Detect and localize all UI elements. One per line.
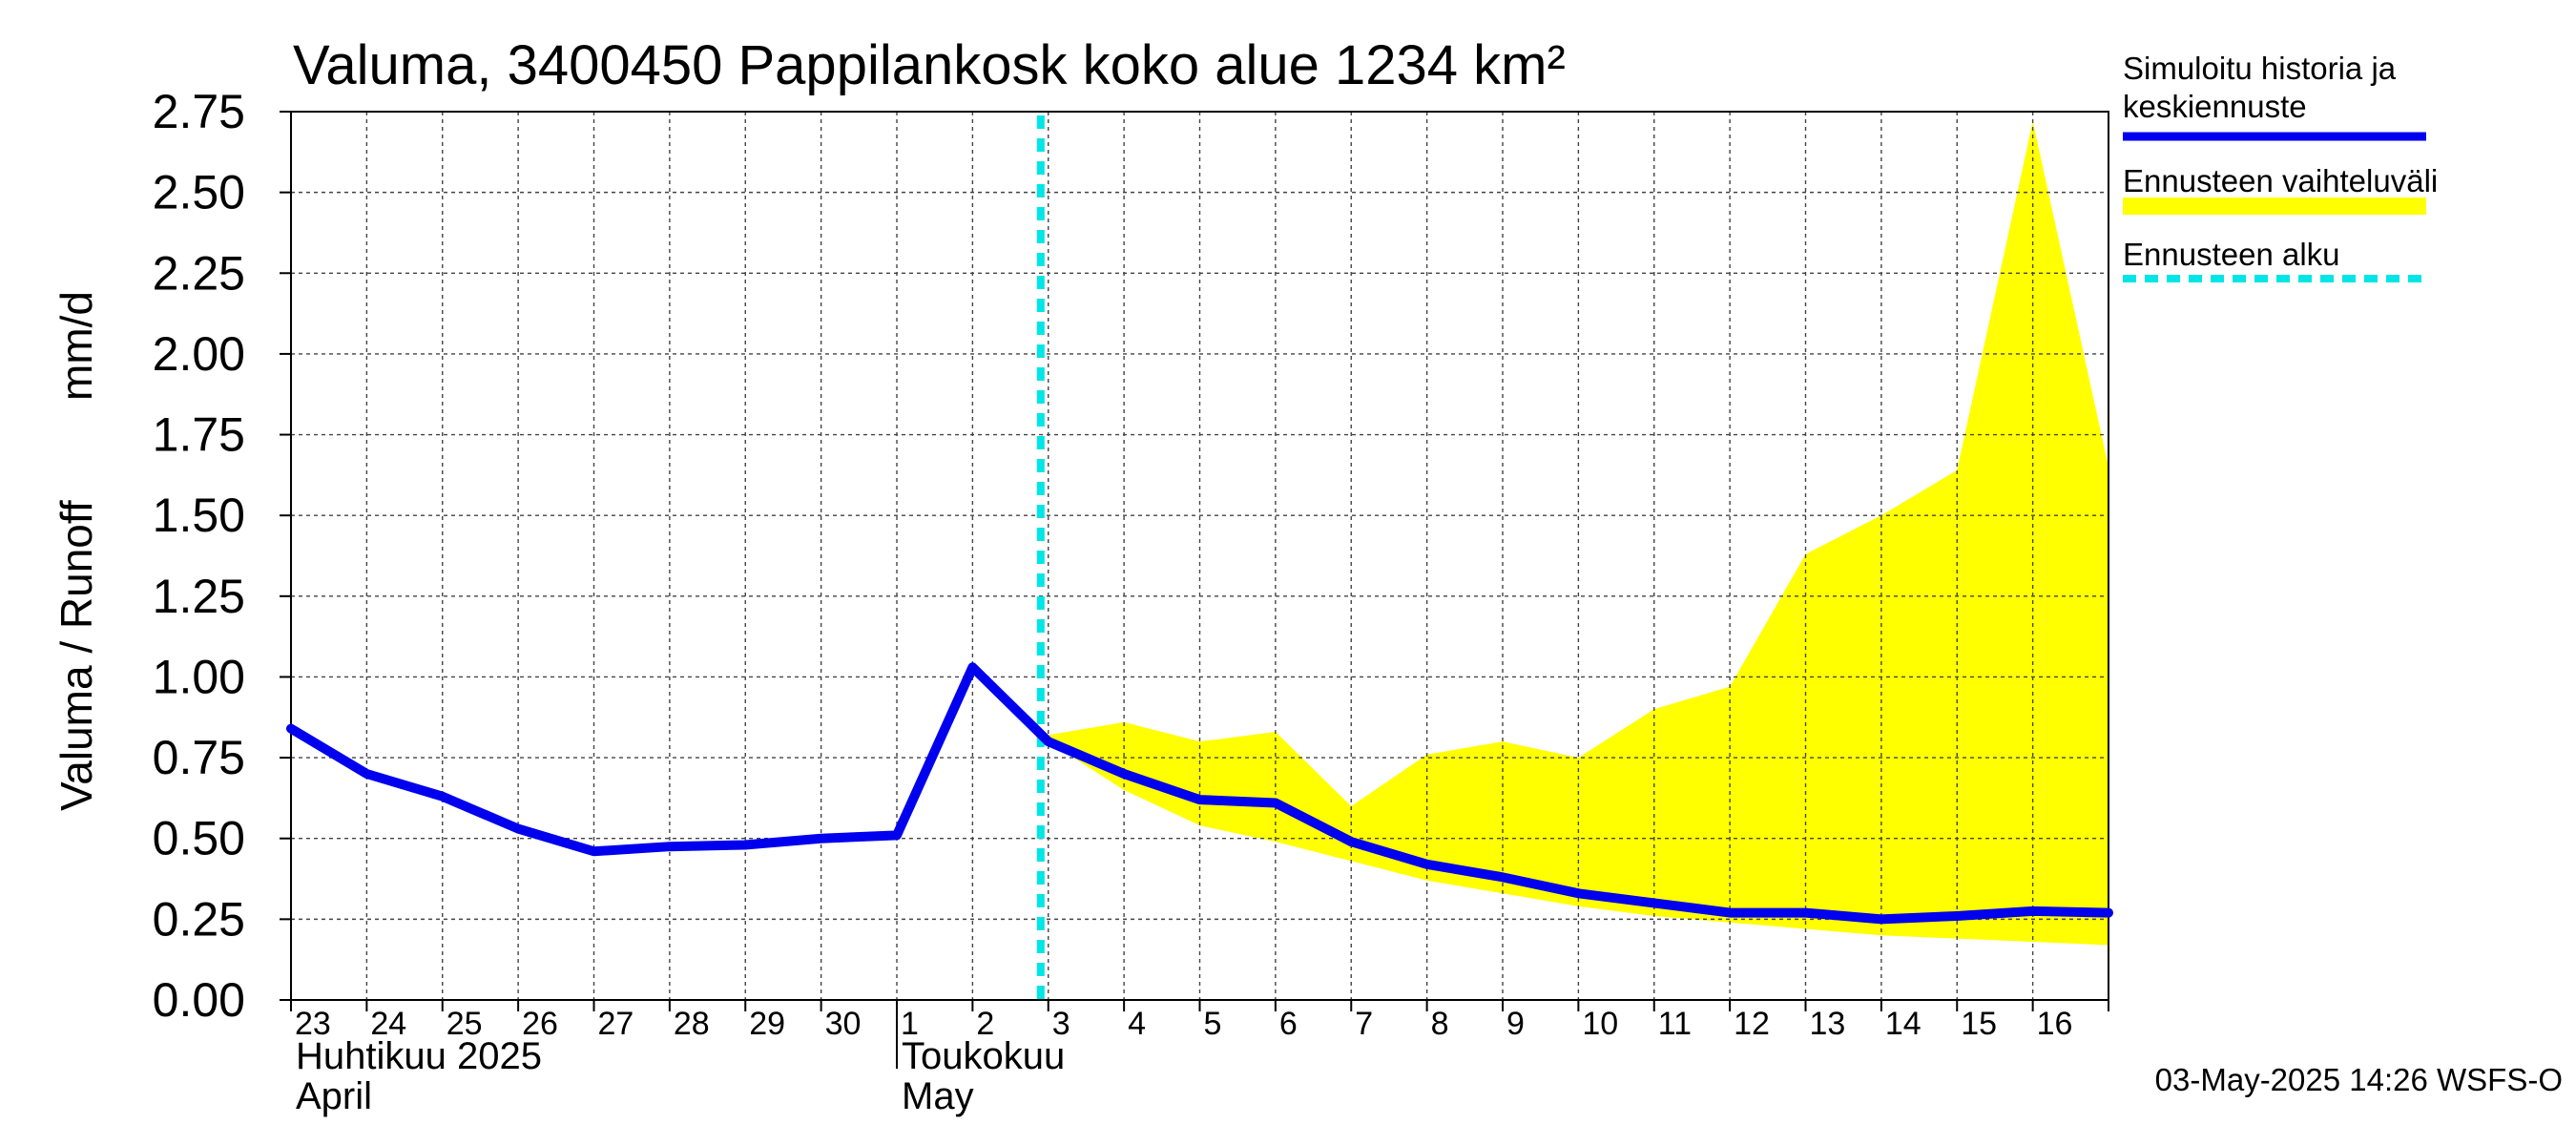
x-tick-label: 30 <box>825 1006 862 1042</box>
y-tick-label: 0.25 <box>153 892 245 946</box>
timestamp: 03-May-2025 14:26 WSFS-O <box>2155 1062 2563 1097</box>
legend-label: Ennusteen vaihteluväli <box>2123 163 2438 198</box>
x-tick-label: 11 <box>1658 1006 1692 1042</box>
x-tick-label: 14 <box>1885 1006 1922 1042</box>
month-label: Huhtikuu 2025 <box>296 1035 542 1077</box>
x-tick-label: 5 <box>1204 1006 1222 1042</box>
month-label-en: May <box>902 1075 974 1117</box>
y-tick-label: 1.75 <box>153 408 245 462</box>
chart-title: Valuma, 3400450 Pappilankosk koko alue 1… <box>293 34 1566 96</box>
x-tick-label: 27 <box>598 1006 634 1042</box>
y-tick-label: 2.75 <box>153 85 245 138</box>
y-tick-label: 0.00 <box>153 973 245 1027</box>
y-axis-unit: mm/d <box>52 291 101 401</box>
legend-label: Ennusteen alku <box>2123 237 2340 272</box>
x-tick-label: 2 <box>976 1006 994 1042</box>
x-tick-label: 24 <box>370 1006 406 1042</box>
runoff-series-line <box>286 662 2113 925</box>
legend-label: Simuloitu historia ja <box>2123 51 2397 86</box>
x-tick-label: 29 <box>749 1006 785 1042</box>
x-tick-label: 28 <box>674 1006 710 1042</box>
y-tick-label: 0.75 <box>153 731 245 784</box>
x-tick-label: 12 <box>1734 1006 1770 1042</box>
x-tick-label: 9 <box>1506 1006 1525 1042</box>
x-tick-label: 4 <box>1128 1006 1146 1042</box>
x-tick-label: 15 <box>1961 1006 1997 1042</box>
y-tick-label: 1.00 <box>153 650 245 703</box>
month-label: Toukokuu <box>902 1035 1065 1077</box>
y-tick-label: 2.00 <box>153 327 245 381</box>
x-tick-label: 6 <box>1279 1006 1298 1042</box>
x-tick-label: 25 <box>447 1006 483 1042</box>
x-tick-label: 8 <box>1431 1006 1449 1042</box>
plot-area: 0.00 0.25 0.50 0.75 1.00 1.25 1.50 1.75 2.00 2.25… <box>153 85 2113 1117</box>
x-tick-label: 13 <box>1810 1006 1846 1042</box>
x-tick-label: 26 <box>522 1006 558 1042</box>
y-tick-label: 1.25 <box>153 570 245 623</box>
x-tick-label: 10 <box>1582 1006 1618 1042</box>
y-axis-label: Valuma / Runoff <box>52 500 101 811</box>
legend-swatch-band <box>2123 198 2426 215</box>
x-tick-label: 23 <box>295 1006 331 1042</box>
y-tick-label: 1.50 <box>153 489 245 542</box>
month-label-en: April <box>296 1075 372 1117</box>
x-tick-label: 3 <box>1052 1006 1070 1042</box>
y-tick-label: 2.50 <box>153 166 245 219</box>
x-tick-label: 1 <box>901 1006 919 1042</box>
legend-label-line2: keskiennuste <box>2123 89 2307 124</box>
forecast-range-band <box>1048 121 2109 946</box>
y-tick-label: 2.25 <box>153 246 245 300</box>
x-tick-label: 16 <box>2037 1006 2073 1042</box>
y-tick-label: 0.50 <box>153 812 245 865</box>
x-tick-label: 7 <box>1355 1006 1373 1042</box>
